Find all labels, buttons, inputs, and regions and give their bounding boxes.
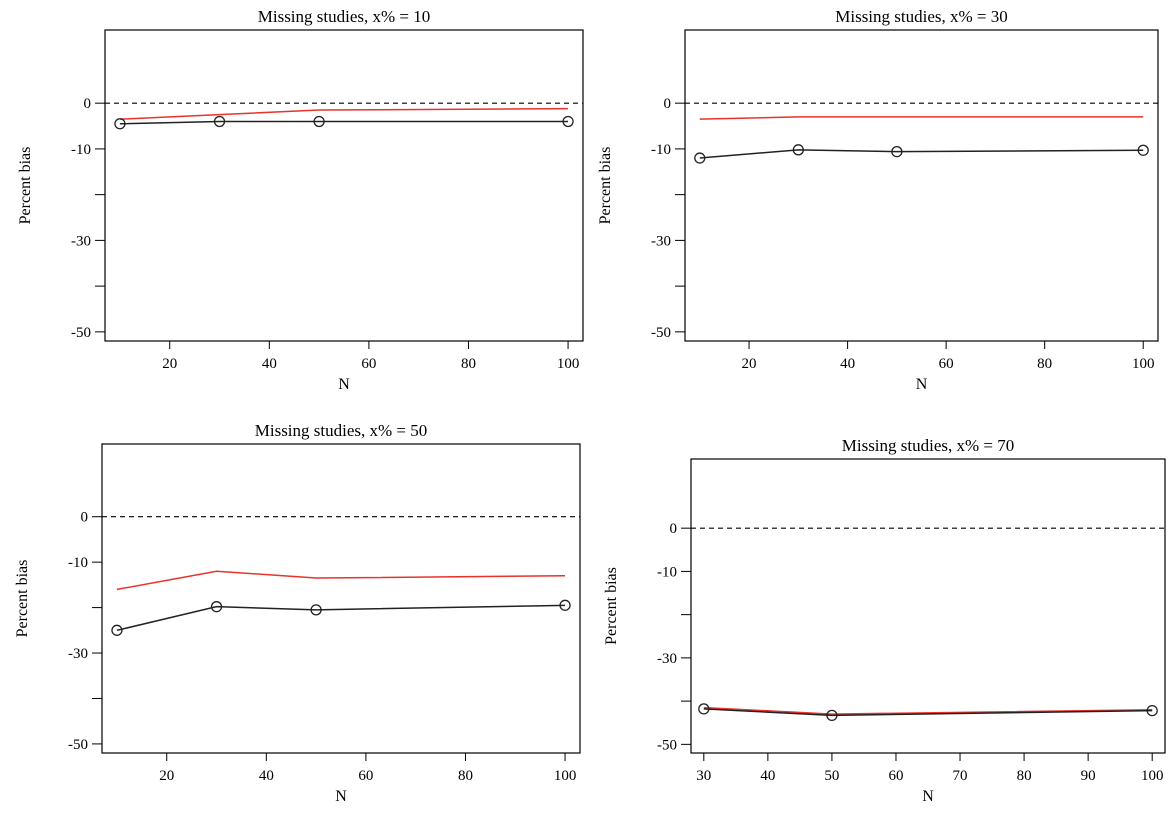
plot-frame [101,443,581,754]
x-tick-label: 100 [1141,768,1164,784]
x-tick-label: 80 [461,356,476,372]
data-point [698,703,710,715]
y-axis-label: Percent bias [603,567,620,645]
plot-frame [104,29,584,342]
data-point [213,115,226,128]
x-tick-label: 90 [1081,768,1096,784]
data-point [111,624,123,636]
y-tick-label: 0 [84,96,92,112]
y-tick-label: 0 [664,96,672,112]
x-tick-label: 80 [1037,356,1052,372]
series-line [119,120,569,125]
data-point [210,601,223,613]
data-point [792,144,804,156]
data-point [891,146,903,158]
x-tick-label: 40 [760,768,775,784]
x-tick-label: 40 [259,768,274,784]
data-point [559,599,571,611]
data-point [114,118,126,130]
y-tick-label: -30 [651,233,671,249]
data-point [1137,144,1149,156]
y-tick-label: -50 [71,325,91,341]
y-tick-label: -10 [657,564,677,580]
chart-panel: Missing studies, x% = 30 0 -10 -30 -50 20 40 60… [585,0,1170,414]
x-tick-label: 40 [840,356,855,372]
x-tick-label: 30 [696,768,711,784]
y-tick-label: -10 [68,555,88,571]
y-tick-label: -10 [71,142,91,158]
y-tick-label: -30 [657,651,677,667]
chart-panel: Missing studies, x% = 10 0 -10 -30 -50 20 40 60… [0,0,585,414]
series-line [119,107,569,120]
y-tick-label: -30 [71,233,91,249]
x-tick-label: 60 [939,356,954,372]
chart-svg: Missing studies, x% = 50 0 -10 -30 -50 20 40 60… [14,421,581,805]
x-tick-label: 40 [262,356,277,372]
series-line [116,604,566,632]
series-line [699,149,1144,159]
x-axis-label: N [916,376,928,393]
y-axis-label: Percent bias [14,560,31,638]
data-point [826,709,838,722]
x-axis-label: N [335,788,347,805]
series-line [703,706,1153,715]
series-line [116,570,566,591]
plot-frame [684,29,1159,342]
x-tick-label: 60 [361,356,376,372]
y-tick-label: 0 [670,521,678,537]
y-tick-label: 0 [81,510,89,526]
plot-frame [690,458,1166,754]
x-tick-label: 70 [953,768,968,784]
x-tick-label: 20 [162,356,177,372]
y-axis-label: Percent bias [597,147,614,225]
x-tick-label: 100 [1132,356,1155,372]
chart-svg: Missing studies, x% = 30 0 -10 -30 -50 20 40 60… [597,7,1159,393]
chart-title: Missing studies, x% = 10 [258,7,431,26]
y-tick-label: -50 [657,737,677,753]
data-point [313,115,325,128]
x-tick-label: 60 [888,768,903,784]
series-line [699,116,1144,120]
data-point [1146,704,1158,717]
x-tick-label: 80 [458,768,473,784]
data-point [562,115,574,128]
y-tick-label: -30 [68,646,88,662]
x-tick-label: 20 [159,768,174,784]
y-axis-label: Percent bias [17,147,34,225]
chart-svg: Missing studies, x% = 70 0 -10 -30 -50 30 40 50… [603,436,1166,805]
chart-svg: Missing studies, x% = 10 0 -10 -30 -50 20 40 60… [17,7,584,393]
x-tick-label: 80 [1017,768,1032,784]
y-tick-label: -50 [68,737,88,753]
chart-panel: Missing studies, x% = 50 0 -10 -30 -50 20 40 60… [0,414,585,829]
series-line [703,708,1153,717]
chart-title: Missing studies, x% = 30 [835,7,1008,26]
y-tick-label: -10 [651,142,671,158]
data-point [310,604,322,616]
x-tick-label: 50 [824,768,839,784]
x-tick-label: 60 [358,768,373,784]
x-tick-label: 100 [554,768,577,784]
x-tick-label: 100 [557,356,580,372]
x-tick-label: 20 [742,356,757,372]
x-axis-label: N [922,788,934,805]
y-tick-label: -50 [651,325,671,341]
data-point [694,152,706,164]
chart-title: Missing studies, x% = 70 [842,436,1015,455]
chart-title: Missing studies, x% = 50 [255,421,428,440]
chart-panel: Missing studies, x% = 70 0 -10 -30 -50 30 40 50… [585,414,1170,829]
x-axis-label: N [338,376,350,393]
